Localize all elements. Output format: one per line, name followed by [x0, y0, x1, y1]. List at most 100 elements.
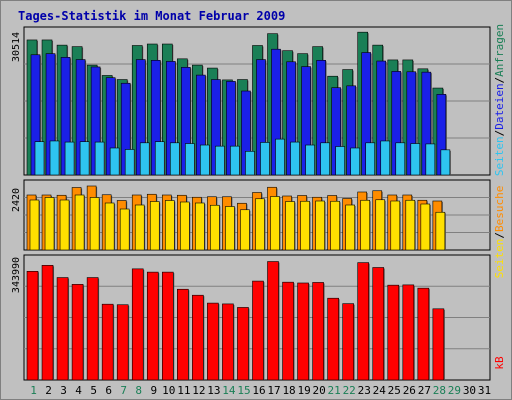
- bar-middle-2-day-1: [29, 199, 40, 251]
- bar-top-3-day-2: [49, 140, 60, 176]
- bar-top-3-day-27: [425, 143, 436, 176]
- bar-top-3-day-22: [350, 147, 360, 176]
- bar-middle-2-day-18: [285, 201, 295, 251]
- bar-middle-2-day-27: [420, 203, 431, 251]
- x-tick-label: 17: [267, 384, 280, 397]
- legend-separator: /: [493, 232, 506, 239]
- x-tick-label: 20: [313, 384, 326, 397]
- bar-bottom-1-day-27: [417, 287, 430, 381]
- bar-middle-2-day-6: [104, 202, 115, 251]
- x-tick-label: 25: [388, 384, 401, 397]
- panel-top-ymax-label: 30514: [11, 32, 22, 62]
- bar-top-3-day-17: [275, 138, 285, 176]
- x-tick-label: 2: [45, 384, 52, 397]
- bar-top-3-day-15: [245, 151, 255, 176]
- bar-top-3-day-23: [365, 142, 376, 176]
- bar-middle-2-day-13: [210, 204, 220, 251]
- bar-middle-2-day-25: [390, 200, 401, 251]
- x-tick-label: 13: [207, 384, 220, 397]
- bar-middle-2-day-22: [345, 204, 355, 251]
- bar-middle-2-day-7: [119, 208, 130, 251]
- x-tick-label: 5: [90, 384, 97, 397]
- bar-bottom-1-day-12: [192, 294, 204, 381]
- bar-bottom-1-day-10: [161, 271, 174, 381]
- bar-bottom-1-day-28: [432, 308, 445, 381]
- bar-top-3-day-26: [410, 143, 421, 176]
- bar-top-3-day-1: [34, 141, 45, 176]
- legend-item-dateien: Dateien: [493, 83, 506, 129]
- bar-middle-2-day-16: [255, 198, 265, 251]
- bar-middle-2-day-14: [225, 206, 235, 251]
- x-tick-label: 22: [343, 384, 356, 397]
- bar-middle-2-day-2: [44, 197, 55, 251]
- panel-middle-ymax-label: 2420: [11, 188, 22, 212]
- bar-bottom-1-day-15: [237, 307, 249, 381]
- bar-bottom-1-day-13: [207, 302, 219, 381]
- panel-middle: 2420: [11, 179, 491, 251]
- bar-middle-2-day-8: [134, 204, 145, 251]
- bar-bottom-1-day-1: [26, 271, 39, 381]
- x-tick-label: 3: [60, 384, 67, 397]
- bar-middle-2-day-9: [149, 201, 160, 251]
- legend-item-seiten: Seiten: [493, 136, 506, 176]
- x-tick-label: 26: [403, 384, 416, 397]
- bar-top-3-day-21: [335, 146, 345, 176]
- bar-top-3-day-16: [260, 142, 270, 176]
- bar-middle-2-day-28: [435, 211, 446, 251]
- bar-top-3-day-28: [440, 149, 451, 176]
- x-tick-label: 28: [433, 384, 446, 397]
- bar-bottom-1-day-16: [252, 280, 264, 381]
- x-tick-label: 10: [162, 384, 175, 397]
- x-tick-label: 18: [282, 384, 295, 397]
- bar-top-3-day-8: [139, 142, 150, 176]
- bar-middle-2-day-21: [330, 200, 340, 251]
- bar-top-3-day-6: [109, 147, 120, 176]
- x-tick-label: 1: [30, 384, 37, 397]
- bar-bottom-1-day-3: [56, 277, 69, 381]
- x-tick-label: 30: [463, 384, 476, 397]
- legend-item-besuche: Besuche: [493, 186, 506, 232]
- bar-bottom-1-day-21: [327, 297, 339, 381]
- chart-panels: 30514 2420 343990: [11, 26, 491, 381]
- bar-top-3-day-7: [124, 149, 135, 176]
- bar-top-3-day-25: [395, 142, 406, 176]
- bar-bottom-1-day-6: [101, 303, 114, 381]
- legend-item-anfragen: Anfragen: [493, 24, 506, 77]
- x-axis-day-labels: 1 2 3 4 5 6 7 8 9 10 11 12 13 14 15 16 17 18 19 20 21 22 23 24 2…: [30, 384, 491, 397]
- legend-group-2: Seiten/Besuche: [493, 186, 506, 279]
- x-tick-label: 15: [237, 384, 250, 397]
- bar-middle-2-day-10: [164, 200, 175, 251]
- bar-top-3-day-12: [200, 144, 210, 176]
- x-tick-label: 29: [448, 384, 461, 397]
- x-tick-label: 24: [373, 384, 387, 397]
- bar-middle-2-day-26: [405, 199, 416, 251]
- x-tick-label: 12: [192, 384, 205, 397]
- bar-top-3-day-3: [64, 141, 75, 176]
- legend-separator: /: [493, 77, 506, 84]
- bar-bottom-1-day-9: [146, 271, 159, 381]
- bar-middle-2-day-20: [315, 200, 325, 251]
- legend-group-3: kB: [493, 356, 506, 370]
- bar-middle-2-day-12: [195, 202, 205, 251]
- bar-bottom-1-day-4: [71, 284, 84, 381]
- bar-top-3-day-10: [169, 142, 180, 176]
- bar-middle-2-day-11: [180, 201, 190, 251]
- bar-middle-2-day-15: [240, 209, 250, 251]
- bar-top-3-day-4: [79, 141, 90, 176]
- bar-middle-2-day-5: [89, 197, 100, 251]
- x-tick-label: 27: [418, 384, 431, 397]
- bar-bottom-1-day-14: [222, 303, 234, 381]
- bar-bottom-1-day-23: [357, 262, 370, 381]
- bar-middle-2-day-17: [270, 196, 280, 251]
- bar-middle-2-day-4: [74, 194, 85, 251]
- x-tick-label: 8: [135, 384, 142, 397]
- bar-bottom-1-day-19: [297, 282, 309, 381]
- x-tick-label: 23: [358, 384, 371, 397]
- x-tick-label: 11: [177, 384, 190, 397]
- x-tick-label: 14: [222, 384, 236, 397]
- bar-bottom-1-day-18: [282, 281, 294, 381]
- bar-top-3-day-18: [290, 141, 300, 176]
- panel-bottom: 343990: [11, 254, 491, 381]
